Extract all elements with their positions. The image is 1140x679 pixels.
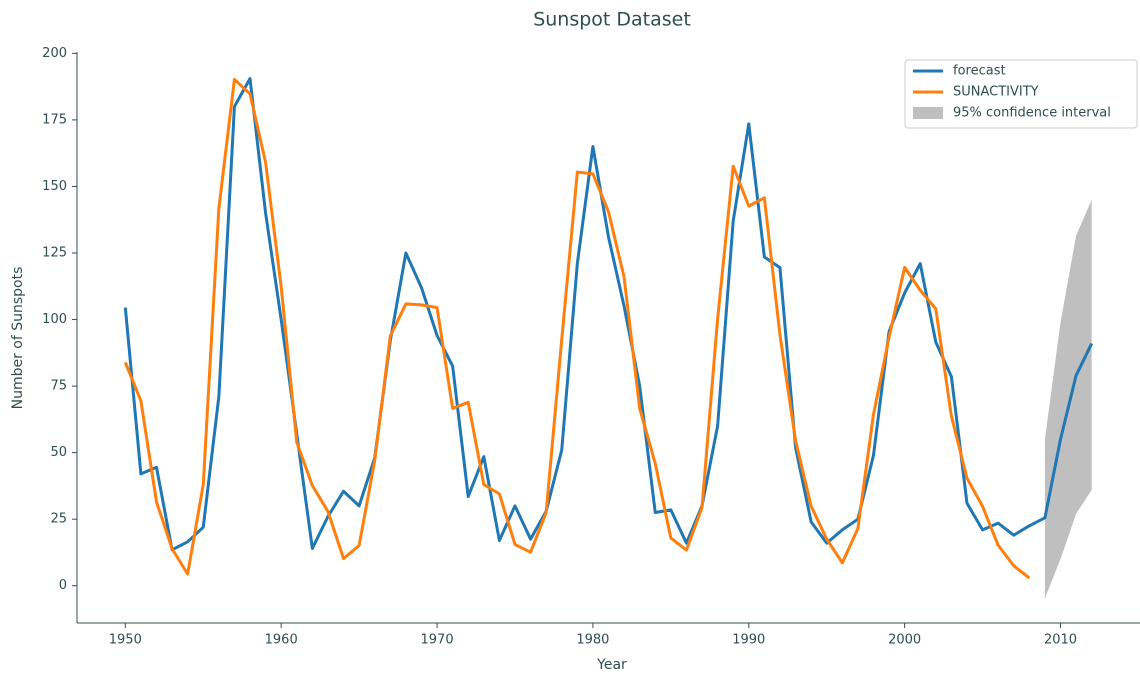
y-axis-label: Number of Sunspots	[10, 267, 26, 410]
confidence-band	[1044, 199, 1092, 598]
x-axis-label: Year	[596, 657, 627, 673]
legend-label: 95% confidence interval	[953, 106, 1111, 121]
y-tick-label: 200	[42, 46, 67, 61]
y-tick-label: 175	[42, 112, 67, 127]
legend-label: SUNACTIVITY	[953, 85, 1039, 100]
legend-box	[904, 59, 1138, 129]
x-tick-label: 2000	[888, 633, 921, 648]
series-line	[123, 77, 1031, 580]
y-tick-label: 75	[50, 379, 67, 394]
y-tick-label: 125	[42, 245, 67, 260]
legend-label: forecast	[953, 64, 1006, 79]
series-line	[123, 77, 1094, 552]
legend-swatch	[913, 107, 943, 119]
y-tick-label: 50	[50, 445, 67, 460]
y-tick-label: 100	[42, 312, 67, 327]
x-tick-label: 1950	[109, 633, 142, 648]
y-tick-label: 25	[50, 512, 67, 527]
x-tick-label: 1970	[421, 633, 454, 648]
x-tick-label: 1990	[732, 633, 765, 648]
x-tick-label: 1960	[265, 633, 298, 648]
x-tick-label: 2010	[1044, 633, 1077, 648]
y-tick-label: 0	[59, 578, 67, 593]
legend: forecast SUNACTIVITY 95% confidence interv…	[904, 59, 1138, 129]
y-tick-label: 150	[42, 179, 67, 194]
chart-title: Sunspot Dataset	[533, 9, 691, 31]
x-tick-label: 1980	[576, 633, 609, 648]
